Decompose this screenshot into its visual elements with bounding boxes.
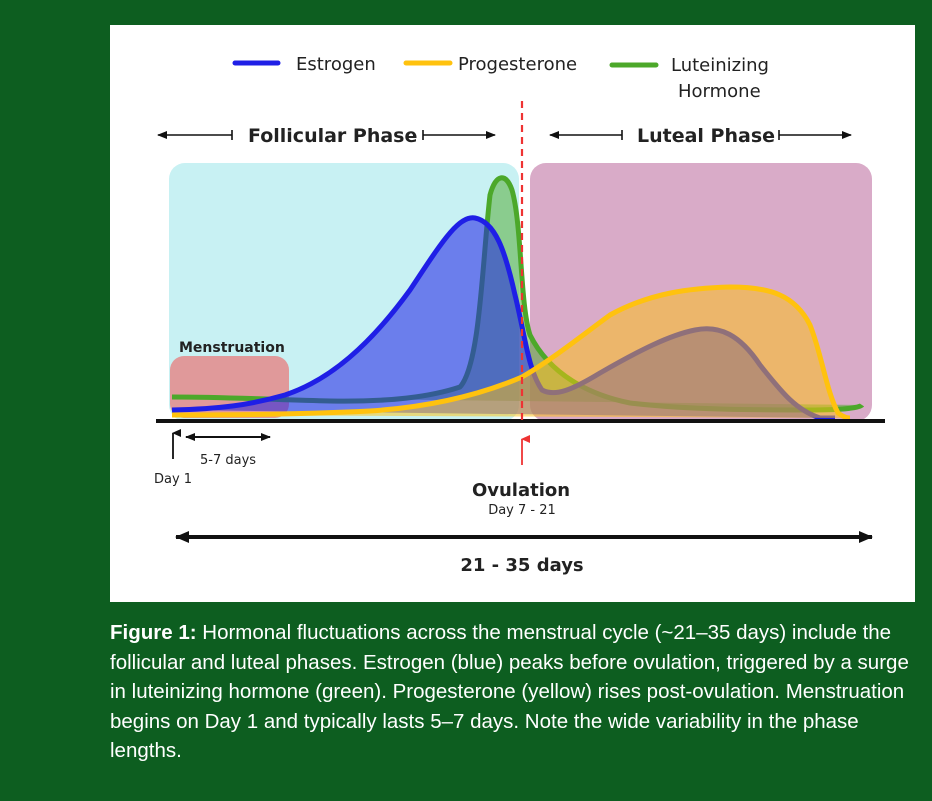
figure-caption: Figure 1: Hormonal fluctuations across t… xyxy=(110,618,910,766)
caption-text: Hormonal fluctuations across the menstru… xyxy=(110,621,909,762)
day1-label: Day 1 xyxy=(154,472,192,487)
ovulation-label: Ovulation xyxy=(472,480,570,501)
hormone-cycle-diagram: Estrogen Progesterone Luteinizing Hormon… xyxy=(154,54,885,576)
cycle-length-label: 21 - 35 days xyxy=(460,555,583,576)
ovulation-day-range: Day 7 - 21 xyxy=(488,503,556,518)
follicular-phase-header: Follicular Phase xyxy=(157,125,496,147)
legend-estrogen-label: Estrogen xyxy=(296,54,376,75)
legend-lh-label-line1: Luteinizing xyxy=(671,55,769,76)
progesterone-curve xyxy=(171,284,851,421)
luteal-phase-label: Luteal Phase xyxy=(637,125,775,147)
menstruation-duration-label: 5-7 days xyxy=(200,453,256,468)
follicular-phase-label: Follicular Phase xyxy=(248,125,417,147)
luteal-phase-header: Luteal Phase xyxy=(549,125,852,147)
legend-progesterone-label: Progesterone xyxy=(458,54,577,75)
menstruation-label: Menstruation xyxy=(179,340,285,356)
caption-label: Figure 1: xyxy=(110,621,197,644)
legend-lh-label-line2: Hormone xyxy=(678,81,761,102)
legend: Estrogen Progesterone Luteinizing Hormon… xyxy=(232,54,769,102)
figure-panel: Estrogen Progesterone Luteinizing Hormon… xyxy=(110,25,915,602)
